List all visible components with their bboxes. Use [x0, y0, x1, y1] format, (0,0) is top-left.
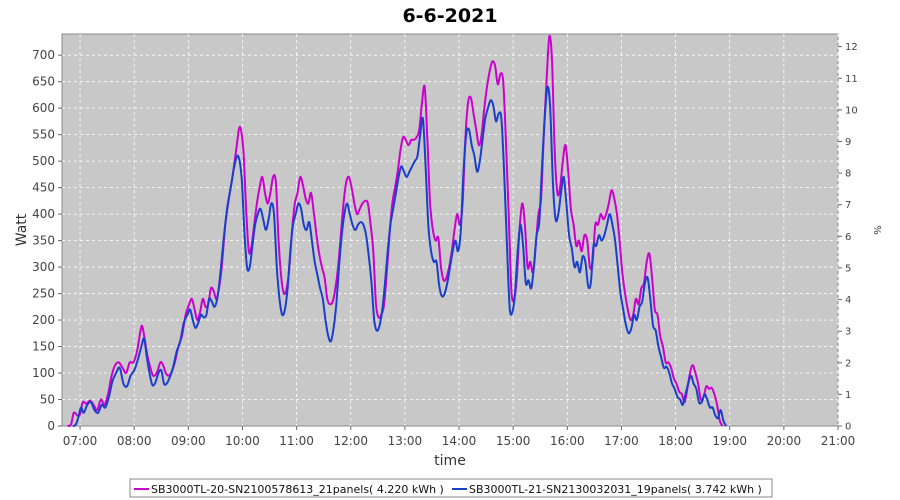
y-tick-label: 350 — [32, 234, 55, 248]
x-tick-label: 14:00 — [442, 434, 477, 448]
y-tick-label: 500 — [32, 154, 55, 168]
y-tick-label: 300 — [32, 260, 55, 274]
y-tick-label: 50 — [40, 393, 55, 407]
legend-label-series-2: SB3000TL-21-SN2130032031_19panels( 3.742… — [469, 483, 762, 496]
x-axis-ticks: 07:00 08:00 09:00 10:00 11:00 12:00 13:00 14:00… — [63, 426, 856, 448]
y-tick-label: 700 — [32, 48, 55, 62]
y-tick-label: 400 — [32, 207, 55, 221]
y2-tick-label: 7 — [845, 200, 851, 211]
x-tick-label: 17:00 — [604, 434, 639, 448]
x-axis-label: time — [434, 453, 466, 469]
y2-axis-label: % — [871, 225, 882, 235]
y-axis-label: Watt — [14, 213, 30, 246]
y2-tick-label: 5 — [845, 263, 851, 274]
x-tick-label: 07:00 — [63, 434, 98, 448]
series-line-2 — [72, 85, 728, 427]
y-tick-label: 200 — [32, 313, 55, 327]
y-tick-label: 650 — [32, 75, 55, 89]
y2-tick-label: 9 — [845, 137, 851, 148]
x-tick-label: 16:00 — [550, 434, 585, 448]
y-tick-label: 150 — [32, 340, 55, 354]
x-tick-label: 08:00 — [117, 434, 152, 448]
grid — [62, 34, 839, 426]
legend-box — [129, 478, 773, 498]
x-tick-label: 09:00 — [171, 434, 206, 448]
y-tick-label: 250 — [32, 287, 55, 301]
series-lines — [66, 34, 728, 427]
chart-title: 6-6-2021 — [402, 5, 497, 27]
y-tick-label: 550 — [32, 128, 55, 142]
y-tick-label: 600 — [32, 101, 55, 115]
y2-tick-label: 11 — [845, 74, 858, 85]
x-tick-label: 10:00 — [225, 434, 260, 448]
y-axis-ticks: 0 50 100 150 200 250 300 350 400 450 500 550 600 650 7… — [32, 48, 62, 433]
legend-label-series-1: SB3000TL-20-SN2100578613_21panels( 4.220… — [151, 483, 444, 496]
x-tick-label: 13:00 — [388, 434, 423, 448]
x-tick-label: 18:00 — [658, 434, 693, 448]
y-tick-label: 100 — [32, 366, 55, 380]
x-tick-label: 12:00 — [333, 434, 368, 448]
y2-tick-label: 8 — [845, 169, 851, 180]
x-tick-label: 20:00 — [767, 434, 802, 448]
y2-tick-label: 0 — [845, 422, 851, 433]
y-tick-label: 0 — [47, 419, 55, 433]
y2-tick-label: 2 — [845, 358, 851, 369]
plot-area — [61, 33, 839, 427]
x-tick-label: 11:00 — [279, 434, 314, 448]
y2-tick-label: 1 — [845, 390, 851, 401]
series-line-1 — [66, 34, 724, 427]
x-tick-label: 19:00 — [712, 434, 747, 448]
y2-tick-label: 6 — [845, 232, 851, 243]
y2-tick-label: 4 — [845, 295, 851, 306]
y2-tick-label: 12 — [845, 42, 858, 53]
y-tick-label: 450 — [32, 181, 55, 195]
y2-tick-label: 10 — [845, 105, 858, 116]
y2-tick-label: 3 — [845, 327, 851, 338]
x-tick-label: 21:00 — [821, 434, 856, 448]
x-tick-label: 15:00 — [496, 434, 531, 448]
